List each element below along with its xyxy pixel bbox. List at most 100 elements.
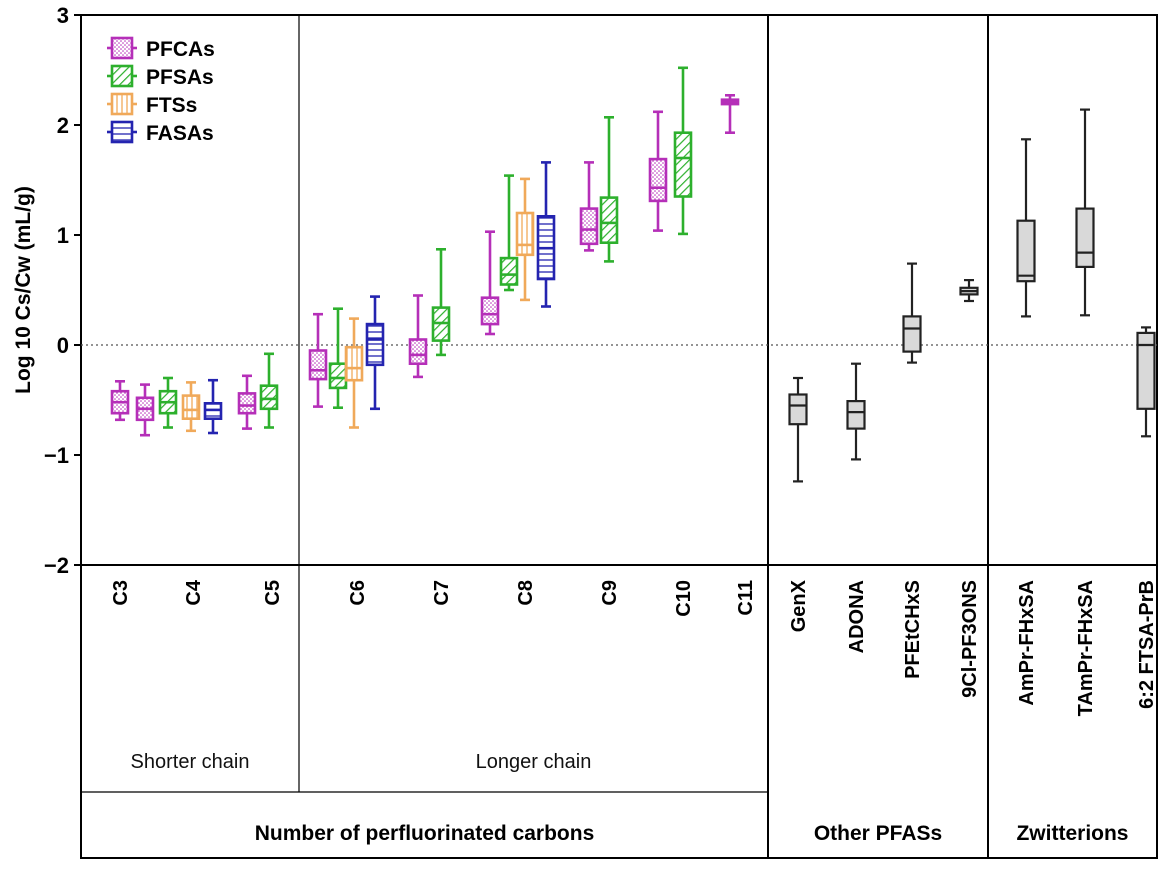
box-pfsas-c6 [328, 307, 348, 410]
panel-label-other-pfas: Other PFASs [814, 822, 942, 845]
box-pfsas-c8 [499, 174, 519, 292]
category-label-c4: C4 [183, 579, 205, 605]
box-body [1016, 219, 1036, 283]
legend: PFCAs PFSAs FTSs FASAs [107, 36, 215, 145]
category-label-6-2-ftsa-prb: 6:2 FTSA-PrB [1136, 580, 1158, 709]
box-body [579, 207, 599, 246]
box-body [1075, 207, 1095, 269]
box-pfcas-c5 [237, 374, 257, 430]
box-pfsas-c9 [599, 116, 619, 263]
legend-label: PFCAs [146, 38, 215, 61]
box-pfcas-c10 [648, 110, 668, 232]
box-body [648, 157, 668, 203]
box-fasas-c6 [365, 295, 385, 411]
box-body [365, 322, 385, 367]
plot-frame [80, 14, 1158, 859]
legend-item-fasas: FASAs [107, 120, 214, 145]
legend-item-pfsas: PFSAs [107, 64, 214, 89]
box-pfsas-c7 [431, 248, 451, 357]
category-label-adona: ADONA [846, 580, 868, 653]
box-body [599, 196, 619, 245]
box-pfsas-c4 [158, 376, 178, 429]
box-ftss-c6 [344, 317, 364, 429]
y-tick-label: 3 [57, 3, 69, 28]
category-label-c11: C11 [735, 580, 757, 616]
box-body [259, 384, 279, 411]
box-tampr-fhxsa [1075, 108, 1095, 317]
box-adona [846, 362, 866, 461]
legend-swatch [110, 64, 134, 88]
legend-item-ftss: FTSs [107, 92, 197, 117]
y-tick-label: −1 [44, 443, 69, 468]
series-fasas [203, 161, 556, 435]
frame-layer [80, 14, 1158, 859]
box-pfsas-c10 [673, 66, 693, 236]
box-body [308, 349, 328, 381]
series-pfsas [158, 66, 693, 429]
box-6-2-ftsa-prb [1136, 326, 1156, 438]
legend-swatch [110, 120, 134, 144]
box-body [902, 315, 922, 353]
box-body [673, 131, 693, 198]
box-body [515, 211, 535, 257]
category-label-9cl-pf3ons: 9Cl-PF3ONS [959, 580, 981, 698]
box-body [788, 393, 808, 426]
box-pfcas-c4 [135, 383, 155, 437]
category-label-pfetchxs: PFEtCHxS [902, 580, 924, 679]
boxes-layer [110, 66, 1156, 483]
box-body [181, 394, 201, 421]
box-pfcas-c7 [408, 294, 428, 379]
series-ftss [181, 177, 535, 433]
y-tick-label: 1 [57, 223, 69, 248]
axis-layer: −2 −1 0 1 2 3 Log 10 Cs/Cw (mL/g) [12, 3, 81, 578]
box-pfetchxs [902, 262, 922, 364]
category-label-ampr-fhxsa: AmPr-FHxSA [1016, 580, 1038, 706]
y-tick-label: 2 [57, 113, 69, 138]
box-9cl-pf3ons [959, 279, 979, 303]
legend-label: FTSs [146, 94, 197, 117]
box-pfcas-c11 [720, 94, 740, 134]
series-other-pfas [788, 108, 1156, 483]
category-label-c8: C8 [515, 580, 537, 606]
legend-swatch [110, 92, 134, 116]
labels-layer: C3 C4 C5 C6 C7 C8 C9 C10 C11 GenX ADONA PFEtCHxS 9Cl… [110, 579, 1158, 845]
legend-label: FASAs [146, 122, 214, 145]
group-label-longer-chain: Longer chain [476, 751, 592, 773]
box-body [408, 338, 428, 366]
group-label-shorter-chain: Shorter chain [131, 751, 250, 773]
y-tick-label: 0 [57, 333, 69, 358]
legend-item-pfcas: PFCAs [107, 36, 215, 61]
panel-label-zwitterions: Zwitterions [1016, 822, 1128, 845]
box-pfcas-c8 [480, 230, 500, 336]
box-body [344, 345, 364, 382]
box-fasas-c4 [203, 378, 223, 435]
series-pfcas [110, 94, 740, 437]
box-body [328, 362, 348, 390]
y-tick-label: −2 [44, 553, 69, 578]
category-label-genx: GenX [788, 579, 810, 632]
box-pfcas-c3 [110, 379, 130, 422]
box-ftss-c4 [181, 381, 201, 433]
box-ampr-fhxsa [1016, 138, 1036, 318]
box-fasas-c8 [536, 161, 556, 308]
box-pfcas-c9 [579, 161, 599, 252]
box-body [237, 392, 257, 415]
legend-label: PFSAs [146, 66, 214, 89]
y-axis-label: Log 10 Cs/Cw (mL/g) [12, 186, 35, 394]
box-body [846, 400, 866, 430]
box-pfsas-c5 [259, 352, 279, 429]
box-pfcas-c6 [308, 312, 328, 408]
box-body [480, 296, 500, 326]
category-label-c6: C6 [347, 580, 369, 606]
box-body [499, 256, 519, 286]
category-label-c7: C7 [431, 580, 453, 606]
box-genx [788, 376, 808, 483]
category-label-c5: C5 [262, 580, 284, 606]
box-body [1136, 331, 1156, 410]
legend-swatch [110, 36, 134, 60]
panel-label-carbons: Number of perfluorinated carbons [255, 822, 595, 845]
box-ftss-c8 [515, 177, 535, 302]
category-label-c10: C10 [673, 580, 695, 617]
